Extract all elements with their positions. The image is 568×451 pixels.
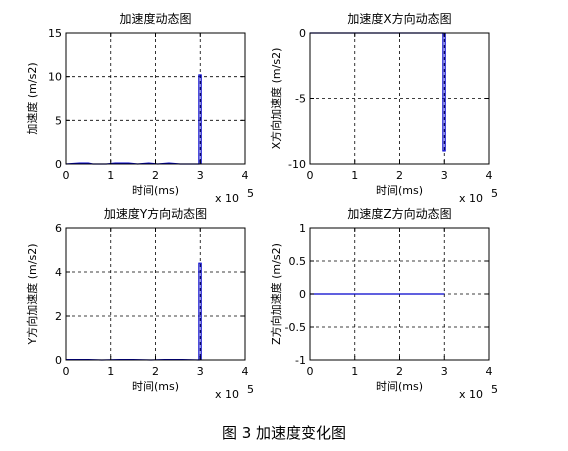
chart-2-xtick-label: 2 (396, 169, 403, 182)
figure-caption: 图 3 加速度变化图 (221, 424, 347, 442)
chart-2-x-multiplier-exponent: 5 (491, 187, 498, 200)
chart-3-ylabel: Y方向加速度 (m/s2) (25, 244, 39, 346)
chart-2-ytick-label: -10 (288, 158, 306, 171)
chart-2-xtick-label: 1 (351, 169, 358, 182)
chart-4-x-multiplier: x 10 (459, 388, 483, 401)
chart-4-ytick-label: 1 (299, 222, 306, 235)
chart-1-x-multiplier-exponent: 5 (247, 187, 254, 200)
chart-3-xtick-label: 0 (63, 365, 70, 378)
chart-2-ytick-label: 0 (299, 27, 306, 40)
chart-4-xlabel: 时间(ms) (376, 380, 423, 393)
chart-4-title: 加速度Z方向动态图 (347, 206, 451, 221)
chart-2-x-multiplier: x 10 (459, 192, 483, 205)
chart-2-xlabel: 时间(ms) (376, 184, 423, 197)
chart-4-xtick-label: 2 (396, 365, 403, 378)
chart-1-ytick-label: 15 (48, 27, 62, 40)
chart-3-ytick-label: 6 (55, 222, 62, 235)
chart-2-xtick-label: 3 (441, 169, 448, 182)
chart-2-xtick-label: 4 (486, 169, 493, 182)
chart-2-title: 加速度X方向动态图 (347, 11, 451, 26)
chart-1-ytick-label: 5 (55, 114, 62, 127)
chart-2-ytick-label: -5 (295, 93, 306, 106)
chart-1-xtick-label: 4 (242, 169, 249, 182)
chart-3-xtick-label: 1 (107, 365, 114, 378)
chart-1-xtick-label: 2 (152, 169, 159, 182)
chart-4-ytick-label: 0.5 (289, 255, 307, 268)
chart-3-ytick-label: 0 (55, 354, 62, 367)
chart-4-xtick-label: 3 (441, 365, 448, 378)
chart-4-x-multiplier-exponent: 5 (491, 383, 498, 396)
chart-3-xtick-label: 4 (242, 365, 249, 378)
chart-1-ytick-label: 10 (48, 71, 62, 84)
chart-4-ytick-label: -0.5 (285, 321, 306, 334)
chart-4-xtick-label: 1 (351, 365, 358, 378)
chart-3-title: 加速度Y方向动态图 (104, 206, 207, 221)
chart-4-ytick-label: 0 (299, 288, 306, 301)
chart-4-xtick-label: 0 (307, 365, 314, 378)
chart-1-xtick-label: 3 (197, 169, 204, 182)
chart-3-x-multiplier: x 10 (215, 388, 239, 401)
chart-3-xtick-label: 3 (197, 365, 204, 378)
chart-1-xtick-label: 1 (107, 169, 114, 182)
chart-1-xlabel: 时间(ms) (132, 184, 179, 197)
chart-1-title: 加速度动态图 (119, 11, 191, 26)
chart-3-xtick-label: 2 (152, 365, 159, 378)
chart-3-ytick-label: 2 (55, 310, 62, 323)
chart-1-ytick-label: 0 (55, 158, 62, 171)
chart-1-x-multiplier: x 10 (215, 192, 239, 205)
chart-4-ytick-label: -1 (295, 354, 306, 367)
chart-3-ytick-label: 4 (55, 266, 62, 279)
chart-1-ylabel: 加速度 (m/s2) (25, 62, 39, 134)
chart-1-xtick-label: 0 (63, 169, 70, 182)
chart-2-ylabel: X方向加速度 (m/s2) (269, 48, 283, 150)
chart-2-xtick-label: 0 (307, 169, 314, 182)
chart-3-x-multiplier-exponent: 5 (247, 383, 254, 396)
chart-4-ylabel: Z方向加速度 (m/s2) (269, 243, 283, 345)
chart-3-xlabel: 时间(ms) (132, 380, 179, 393)
chart-4-xtick-label: 4 (486, 365, 493, 378)
